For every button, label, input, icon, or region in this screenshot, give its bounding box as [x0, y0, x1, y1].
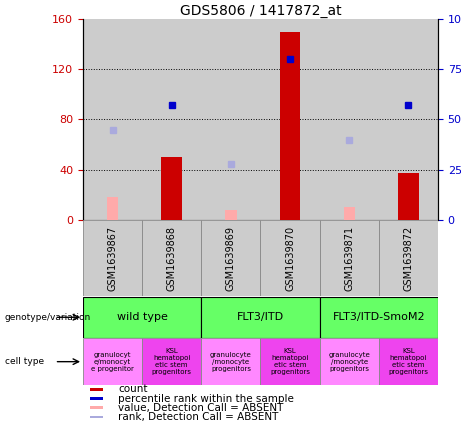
Bar — [142, 19, 201, 220]
Bar — [201, 338, 260, 385]
Text: GSM1639871: GSM1639871 — [344, 225, 354, 291]
Bar — [142, 220, 201, 296]
Text: cell type: cell type — [5, 357, 44, 366]
Bar — [83, 297, 201, 338]
Title: GDS5806 / 1417872_at: GDS5806 / 1417872_at — [180, 4, 341, 18]
Text: FLT3/ITD-SmoM2: FLT3/ITD-SmoM2 — [332, 312, 425, 322]
Bar — [319, 297, 438, 338]
Bar — [225, 210, 236, 220]
Bar — [90, 415, 103, 418]
Bar — [90, 398, 103, 400]
Bar — [83, 220, 142, 296]
Bar — [379, 19, 438, 220]
Bar — [280, 32, 301, 220]
Bar — [201, 297, 319, 338]
Bar — [398, 173, 419, 220]
Text: granulocyt
e/monocyt
e progenitor: granulocyt e/monocyt e progenitor — [91, 352, 134, 372]
Text: KSL
hematopoi
etic stem
progenitors: KSL hematopoi etic stem progenitors — [270, 348, 310, 375]
Text: GSM1639867: GSM1639867 — [107, 225, 118, 291]
Bar — [379, 220, 438, 296]
Bar — [319, 220, 379, 296]
Bar — [260, 220, 319, 296]
Text: GSM1639872: GSM1639872 — [403, 225, 414, 291]
Text: KSL
hematopoi
etic stem
progenitors: KSL hematopoi etic stem progenitors — [388, 348, 428, 375]
Bar — [201, 19, 260, 220]
Bar — [90, 407, 103, 409]
Bar — [201, 220, 260, 296]
Bar — [343, 207, 355, 220]
Bar — [142, 338, 201, 385]
Bar — [379, 338, 438, 385]
Text: value, Detection Call = ABSENT: value, Detection Call = ABSENT — [118, 403, 284, 412]
Text: GSM1639869: GSM1639869 — [226, 225, 236, 291]
Bar — [319, 19, 379, 220]
Text: GSM1639870: GSM1639870 — [285, 225, 295, 291]
Text: percentile rank within the sample: percentile rank within the sample — [118, 393, 295, 404]
Bar — [107, 198, 118, 220]
Bar — [319, 338, 379, 385]
Bar — [83, 19, 142, 220]
Text: rank, Detection Call = ABSENT: rank, Detection Call = ABSENT — [118, 412, 279, 422]
Text: KSL
hematopoi
etic stem
progenitors: KSL hematopoi etic stem progenitors — [152, 348, 192, 375]
Text: GSM1639868: GSM1639868 — [167, 225, 177, 291]
Text: FLT3/ITD: FLT3/ITD — [237, 312, 284, 322]
Bar — [90, 388, 103, 391]
Text: wild type: wild type — [117, 312, 168, 322]
Text: genotype/variation: genotype/variation — [5, 313, 91, 322]
Bar — [83, 338, 142, 385]
Bar — [260, 19, 319, 220]
Text: granulocyte
/monocyte
progenitors: granulocyte /monocyte progenitors — [210, 352, 252, 372]
Bar — [161, 157, 182, 220]
Text: granulocyte
/monocyte
progenitors: granulocyte /monocyte progenitors — [328, 352, 370, 372]
Bar — [260, 338, 319, 385]
Text: count: count — [118, 385, 148, 395]
